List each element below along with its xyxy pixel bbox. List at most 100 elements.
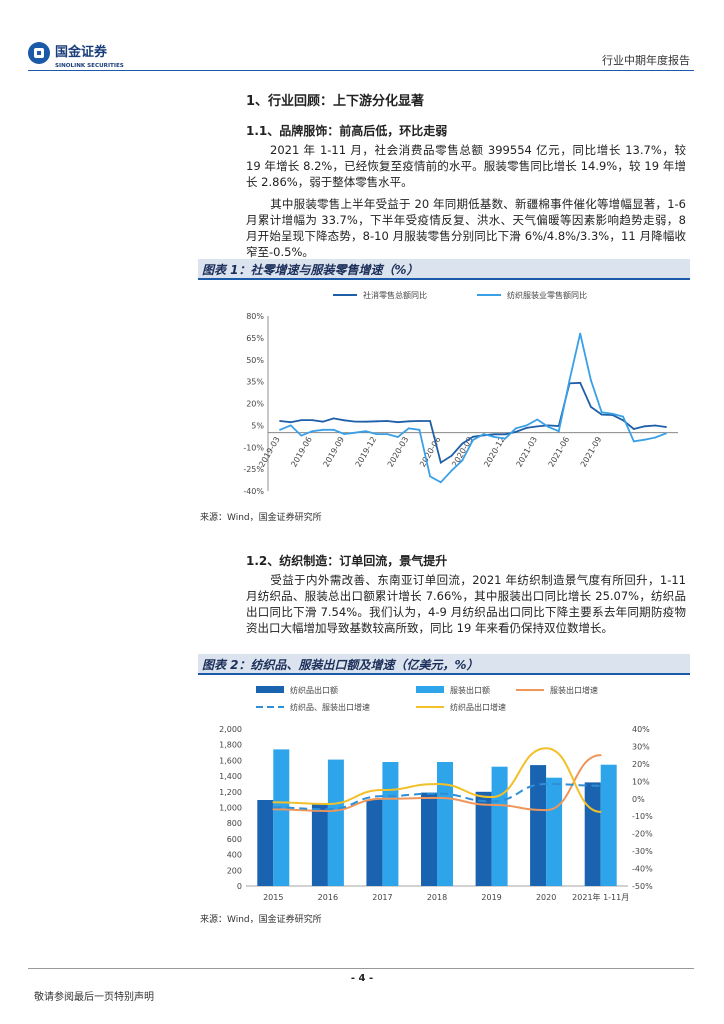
- report-type: 行业中期年度报告: [602, 54, 690, 67]
- data-point: [482, 433, 485, 435]
- section-title: 1、行业回顾：上下游分化显著: [246, 94, 425, 109]
- legend-label: 纺织品出口增速: [450, 702, 506, 712]
- data-point: [343, 419, 346, 422]
- y2-tick-label: 10%: [632, 777, 650, 786]
- x-tick-label: 2021-09: [579, 435, 604, 468]
- data-point: [279, 420, 281, 422]
- data-point: [545, 809, 548, 812]
- y-tick-label: 1,600: [219, 756, 242, 765]
- legend-label: 社消零售总额同比: [363, 290, 427, 300]
- x-tick-label: 2019-09: [322, 435, 347, 468]
- data-point: [568, 379, 571, 382]
- data-point: [326, 808, 329, 811]
- y-tick-label: 20%: [246, 400, 264, 409]
- bar-2: [437, 762, 453, 886]
- data-point: [632, 428, 635, 430]
- logo-text-en: SINOLINK SECURITIES: [55, 63, 124, 69]
- data-point: [386, 433, 389, 435]
- data-point: [381, 789, 384, 791]
- y-tick-label: 2,000: [219, 725, 242, 734]
- y2-tick-label: -40%: [632, 865, 653, 874]
- data-point: [643, 438, 646, 441]
- y-tick-label: -10%: [243, 443, 264, 452]
- x-tick-label: 2018: [427, 893, 447, 902]
- y-tick-label: 1,400: [219, 772, 242, 781]
- data-point: [322, 420, 324, 423]
- data-point: [418, 428, 421, 431]
- bar-1: [530, 765, 547, 886]
- data-point: [643, 425, 646, 428]
- data-point: [504, 433, 507, 436]
- data-point: [490, 800, 493, 803]
- data-point: [272, 808, 275, 811]
- data-point: [436, 797, 438, 799]
- y-tick-label: 80%: [246, 312, 264, 321]
- data-point: [472, 439, 474, 441]
- data-point: [375, 420, 378, 423]
- x-tick-label: 2019-06: [289, 435, 314, 468]
- figure1-source: 来源：Wind，国金证券研究所: [200, 513, 322, 523]
- paragraph-1: 2021 年 1-11 月，社会消费品零售总额 399554 亿元，同比增长 1…: [246, 143, 686, 189]
- y-tick-label: 200: [227, 866, 242, 875]
- bar-1: [421, 792, 437, 886]
- data-point: [490, 796, 493, 798]
- data-point: [332, 417, 335, 420]
- data-point: [436, 792, 438, 795]
- y-tick-label: 35%: [246, 378, 264, 387]
- data-point: [504, 437, 507, 440]
- y-tick-label: 1,000: [219, 804, 242, 813]
- bar-2: [600, 764, 617, 886]
- data-point: [600, 413, 603, 416]
- data-point: [364, 420, 367, 423]
- x-tick-label: 2021-03: [515, 435, 540, 468]
- data-point: [397, 421, 399, 424]
- x-tick-label: 2021-06: [547, 435, 572, 468]
- data-point: [622, 415, 624, 418]
- data-point: [590, 379, 592, 382]
- bar-1: [475, 791, 492, 886]
- y2-tick-label: -50%: [632, 882, 653, 891]
- data-point: [436, 783, 438, 785]
- y-tick-label: 65%: [246, 334, 264, 343]
- x-tick-label: 2019-12: [354, 435, 379, 468]
- data-point: [461, 442, 464, 445]
- data-point: [461, 459, 464, 462]
- data-point: [579, 332, 582, 335]
- bar-2: [273, 749, 290, 886]
- data-point: [289, 424, 292, 427]
- data-point: [450, 454, 453, 457]
- data-point: [386, 420, 389, 422]
- bar-1: [311, 803, 328, 886]
- y2-tick-label: 30%: [632, 742, 650, 751]
- subsection-title-2: 1.2、纺织制造：订单回流，景气提升: [246, 554, 448, 568]
- y-tick-label: -25%: [243, 465, 264, 474]
- data-point: [472, 435, 474, 438]
- data-point: [599, 810, 602, 813]
- y-tick-label: -40%: [243, 487, 264, 496]
- figure1-caption-bar: 图表 1：社零增速与服装零售增速（%）: [198, 259, 690, 280]
- data-point: [375, 433, 378, 435]
- data-point: [654, 436, 657, 439]
- data-point: [439, 481, 442, 484]
- legend-label: 服装出口额: [450, 685, 490, 695]
- data-point: [418, 420, 421, 422]
- data-point: [397, 436, 399, 438]
- chart-retail-growth: 社消零售总额同比 纺织服装业零售额同比 80% 65% 50% 35% 20% 5% -10%…: [243, 290, 678, 496]
- data-point: [381, 795, 384, 798]
- y2-tick-label: 0%: [632, 795, 645, 804]
- y2-tick-label: -30%: [632, 847, 653, 856]
- paragraph-3: 受益于内外需改善、东南亚订单回流，2021 年纺织制造景气度有所回升，1-11 …: [246, 573, 686, 635]
- bar-2: [327, 759, 344, 886]
- x-tick-label: 2020: [536, 893, 556, 902]
- page-number: - 4 -: [350, 973, 374, 984]
- x-tick-label: 2020-12: [482, 435, 507, 468]
- company-logo: 国金证券 SINOLINK SECURITIES: [28, 42, 124, 69]
- figure2-caption-bar: 图表 2：纺织品、服装出口额及增速（亿美元，%）: [198, 654, 690, 675]
- data-point: [429, 475, 431, 478]
- data-point: [272, 806, 275, 809]
- data-point: [545, 783, 548, 785]
- y-tick-label: 800: [227, 819, 242, 828]
- y-tick-label: 5%: [251, 421, 264, 430]
- data-point: [600, 411, 603, 414]
- y-tick-label: 50%: [246, 356, 264, 365]
